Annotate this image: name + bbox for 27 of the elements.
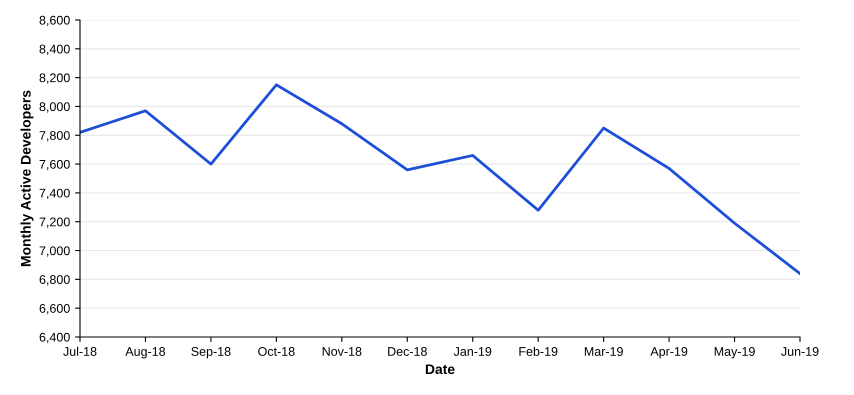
y-tick-label: 8,200 xyxy=(40,73,70,84)
x-tick-label: Jun-19 xyxy=(781,347,819,356)
x-axis-title: Date xyxy=(426,364,455,374)
x-tick-label: Oct-18 xyxy=(258,347,295,356)
y-tick-label: 7,200 xyxy=(40,218,70,228)
y-tick-label: 6,400 xyxy=(40,332,70,344)
x-tick-label: Feb-19 xyxy=(519,346,558,356)
x-tick-label: Aug-18 xyxy=(125,347,166,358)
x-tick-label: Mar-19 xyxy=(584,347,623,356)
line-series xyxy=(80,83,800,275)
y-tick-label: 8,400 xyxy=(40,44,70,55)
y-tick-label: 7,400 xyxy=(40,188,70,200)
y-tick-label: 6,600 xyxy=(40,304,70,314)
x-tick-label: Jul-18 xyxy=(63,346,96,356)
y-tick-label: 6,800 xyxy=(40,275,70,286)
y-tick-label: 8,600 xyxy=(40,16,70,26)
x-tick-label: Nov-18 xyxy=(322,347,362,356)
x-tick-label: Sep-18 xyxy=(191,347,231,358)
y-tick-label: 7,600 xyxy=(40,160,70,170)
x-tick-label: Dec-18 xyxy=(388,347,427,356)
y-tick-label: 8,000 xyxy=(40,102,70,113)
x-tick-label: May-19 xyxy=(714,347,755,358)
y-axis-title: Monthly Active Developers xyxy=(20,90,34,266)
y-tick-label: 7,800 xyxy=(40,131,70,142)
y-tick-label: 7,000 xyxy=(40,246,70,257)
x-tick-label: Apr-19 xyxy=(650,347,688,358)
x-tick-label: Jan-19 xyxy=(454,347,492,356)
